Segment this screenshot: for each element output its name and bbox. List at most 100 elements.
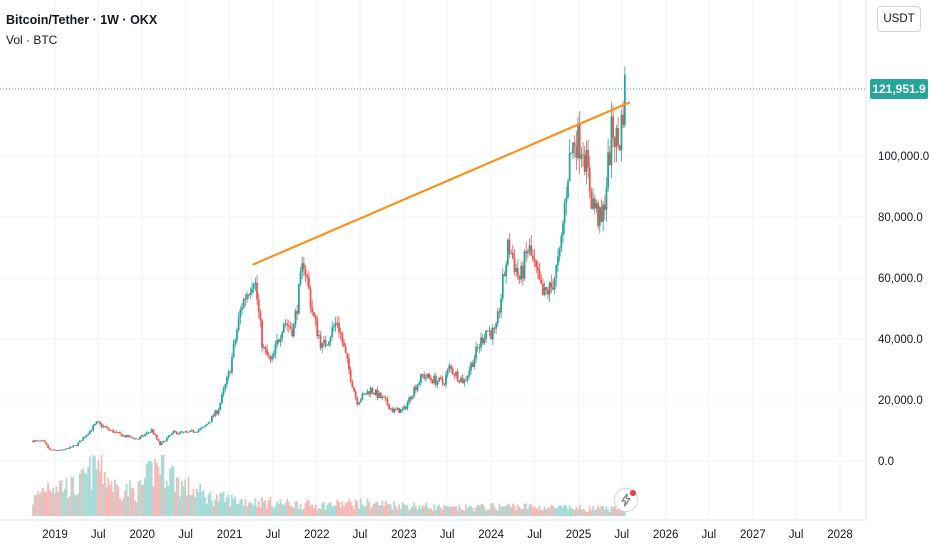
volume-bar (485, 510, 487, 516)
candle-body (384, 397, 387, 399)
volume-bar (232, 499, 235, 516)
candle-body (595, 202, 598, 209)
volume-bar (542, 510, 544, 516)
x-tick-label: Jul (614, 529, 629, 541)
volume-bar (378, 505, 380, 516)
candle-body (389, 408, 392, 410)
volume-bar (267, 500, 270, 516)
volume-bar (424, 502, 427, 516)
candle-body (100, 423, 103, 427)
candle-body (72, 445, 75, 448)
volume-bar (254, 498, 257, 516)
candle-body (403, 406, 406, 410)
candle-body (73, 445, 76, 447)
volume-bar (418, 505, 421, 516)
candle-body (471, 363, 474, 367)
volume-bar (107, 477, 110, 516)
candle-body (530, 245, 533, 256)
candle-body (122, 435, 125, 437)
volume-bar (578, 504, 581, 516)
volume-bar (88, 456, 91, 516)
volume-bar (483, 506, 486, 516)
volume-bar (436, 506, 439, 516)
candle-body (381, 396, 384, 399)
candle-body (483, 338, 486, 344)
volume-bar (72, 477, 75, 516)
candle-body (296, 310, 299, 314)
candle-body (485, 330, 487, 339)
volume-bar (122, 498, 125, 516)
volume-bar (623, 512, 626, 516)
candle-body (518, 275, 521, 280)
candle-body (242, 298, 245, 308)
candle-body (221, 394, 223, 404)
volume-bar (493, 506, 496, 516)
candle-body (98, 421, 101, 424)
volume-bar (465, 504, 467, 516)
candle-body (246, 294, 248, 300)
x-tick-label: Jul (353, 529, 368, 541)
volume-bar (33, 495, 36, 516)
volume-bar (134, 500, 136, 516)
volume-bar (364, 506, 367, 516)
volume-bar (68, 496, 71, 516)
candle-body (130, 436, 133, 438)
candle-body (587, 149, 589, 168)
candle-body (583, 155, 586, 172)
candle-body (605, 187, 608, 210)
symbol-title[interactable]: Bitcoin/Tether · 1W · OKX (6, 13, 158, 27)
candle-body (199, 428, 202, 430)
volume-bar (620, 507, 623, 516)
volume-bar (291, 506, 294, 516)
currency-button[interactable]: USDT (877, 6, 921, 32)
candle-body (104, 425, 106, 427)
candle-body (200, 427, 203, 429)
volume-bar (353, 508, 355, 516)
candle-body (90, 430, 93, 432)
volume-bar (42, 487, 44, 516)
volume-bar (384, 500, 387, 516)
volume-bar (167, 486, 170, 516)
candle-body (547, 290, 549, 295)
y-tick-label: 100,000.0 (878, 151, 929, 163)
chart-legend: Bitcoin/Tether · 1W · OKX Vol · BTC (6, 12, 157, 48)
trendline[interactable] (252, 101, 631, 266)
snapshot-button[interactable] (614, 488, 638, 512)
volume-bar (622, 511, 625, 516)
candle-body (376, 389, 379, 398)
candle-body (612, 116, 615, 138)
candle-body (428, 373, 431, 378)
candle-body (109, 429, 111, 431)
volume-bar (508, 504, 511, 516)
candle-body (371, 387, 374, 393)
candle-body (134, 438, 136, 440)
candle-body (339, 331, 342, 334)
volume-bar (55, 486, 58, 516)
candle-body (254, 282, 257, 285)
candle-body (488, 330, 491, 332)
candle-body (329, 337, 332, 342)
candle-body (317, 335, 320, 337)
volume-bar (182, 486, 185, 516)
candle-body (567, 181, 569, 198)
volume-bar (613, 506, 616, 516)
volume-bar (572, 508, 574, 516)
candle-body (388, 404, 391, 410)
candle-body (216, 410, 218, 414)
candle-body (461, 377, 464, 384)
volume-bar (287, 502, 290, 516)
volume-bar (321, 503, 324, 516)
candle-body (189, 430, 192, 432)
candle-body (383, 396, 385, 398)
volume-bar (470, 505, 472, 516)
volume-bar (409, 508, 412, 516)
volume-bar (433, 504, 436, 516)
volume-bar (202, 490, 205, 516)
candle-body (147, 432, 150, 434)
volume-indicator-label[interactable]: Vol · BTC (6, 33, 58, 47)
volume-bar (219, 492, 222, 516)
candle-body (127, 435, 130, 438)
volume-bar (97, 460, 100, 516)
volume-bar (416, 509, 419, 516)
